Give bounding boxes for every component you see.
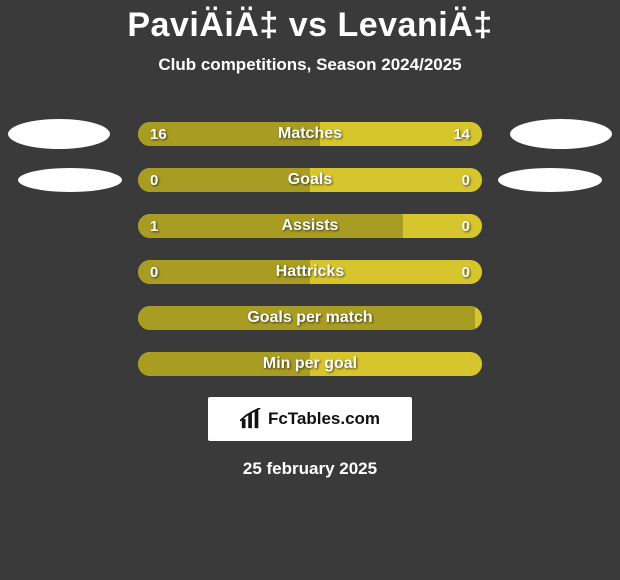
stat-bar: 00Hattricks	[138, 260, 482, 284]
bar-right-fill	[310, 260, 482, 284]
player-badge-left	[8, 119, 110, 149]
bar-left-fill	[138, 122, 320, 146]
stat-bar: 00Goals	[138, 168, 482, 192]
bar-right-fill	[320, 122, 482, 146]
stat-bar: 1614Matches	[138, 122, 482, 146]
bar-right-fill	[310, 168, 482, 192]
date-label: 25 february 2025	[0, 459, 620, 479]
player-badge-right	[510, 119, 612, 149]
brand-box: FcTables.com	[208, 397, 412, 441]
stat-row: 00Hattricks	[0, 249, 620, 295]
bar-left-fill	[138, 168, 310, 192]
stat-row: 1614Matches	[0, 111, 620, 157]
page-title: PaviÄiÄ‡ vs LevaniÄ‡	[0, 6, 620, 45]
bar-right-fill	[475, 306, 482, 330]
brand-name: FcTables.com	[268, 409, 380, 429]
stat-row: 10Assists	[0, 203, 620, 249]
page-subtitle: Club competitions, Season 2024/2025	[0, 55, 620, 75]
comparison-card: PaviÄiÄ‡ vs LevaniÄ‡ Club competitions, …	[0, 0, 620, 580]
stat-row: 00Goals	[0, 157, 620, 203]
stats-container: 1614Matches 00Goals 10Assists 00Hattricks Go…	[0, 111, 620, 387]
stat-row: Goals per match	[0, 295, 620, 341]
bar-left-fill	[138, 306, 475, 330]
stat-bar: 10Assists	[138, 214, 482, 238]
team-badge-left	[18, 168, 122, 192]
stat-bar: Goals per match	[138, 306, 482, 330]
stat-row: Min per goal	[0, 341, 620, 387]
bar-left-fill	[138, 352, 310, 376]
bar-right-fill	[310, 352, 482, 376]
bar-left-fill	[138, 260, 310, 284]
bar-chart-icon	[240, 408, 262, 430]
stat-bar: Min per goal	[138, 352, 482, 376]
team-badge-right	[498, 168, 602, 192]
bar-left-fill	[138, 214, 403, 238]
bar-right-fill	[403, 214, 482, 238]
